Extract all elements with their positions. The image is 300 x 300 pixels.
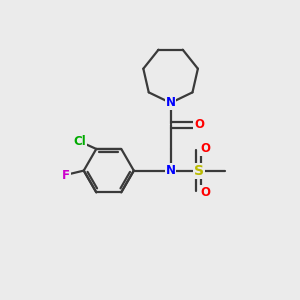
Text: N: N xyxy=(166,164,176,177)
Text: Cl: Cl xyxy=(74,135,86,148)
Text: N: N xyxy=(166,96,176,110)
Text: O: O xyxy=(194,118,204,131)
Text: F: F xyxy=(62,169,70,182)
Text: S: S xyxy=(194,164,204,178)
Text: O: O xyxy=(200,186,210,199)
Text: O: O xyxy=(200,142,210,155)
